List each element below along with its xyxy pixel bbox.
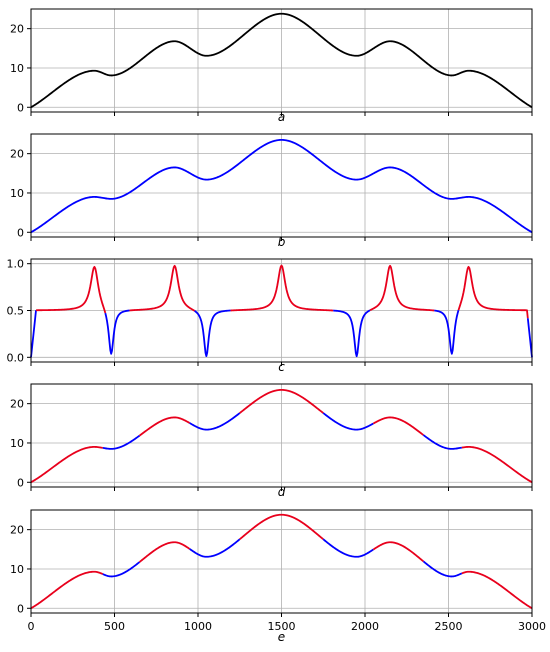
y-tick-label: 10 — [10, 62, 24, 75]
series-segment — [434, 309, 460, 355]
series-segment — [230, 264, 334, 312]
series-segment — [461, 446, 533, 484]
series-segment — [102, 561, 141, 578]
panel-e: 0 10 20 0 500 1000 1500 2000 2500 3000 e — [10, 509, 546, 644]
series-segment — [461, 570, 533, 610]
panel-b: 0 10 20 b — [10, 133, 533, 249]
panel-label: a — [278, 110, 285, 124]
series-segment — [189, 412, 241, 431]
panel-c: 0.0 0.5 1.0 c — [7, 258, 533, 374]
series-segment — [422, 560, 463, 578]
series-line — [30, 139, 533, 234]
x-tick-label: 500 — [104, 620, 125, 633]
y-tick-label: 0.5 — [7, 305, 25, 318]
series-segment — [129, 264, 196, 312]
y-tick-label: 0 — [17, 602, 24, 615]
series-segment — [322, 538, 374, 558]
series-segment — [30, 310, 37, 358]
panel-d: 0 10 20 d — [10, 383, 533, 499]
y-tick-label: 20 — [10, 23, 24, 36]
y-tick-label: 20 — [10, 524, 24, 537]
y-tick-label: 10 — [10, 187, 24, 200]
y-tick-label: 20 — [10, 148, 24, 161]
series-segment — [189, 538, 241, 558]
y-tick-label: 0 — [17, 101, 24, 114]
panel-label: c — [278, 360, 285, 374]
series-segment — [369, 264, 435, 312]
y-tick-label: 0.0 — [7, 351, 25, 364]
x-tick-label: 2000 — [351, 620, 379, 633]
series-segment — [526, 318, 533, 358]
series-segment — [372, 541, 425, 563]
series-segment — [30, 446, 103, 484]
x-tick-label: 1000 — [184, 620, 212, 633]
series-segment — [239, 513, 324, 540]
series-segment — [422, 434, 463, 450]
x-tick-label: 1500 — [268, 620, 296, 633]
series-segment — [333, 309, 371, 358]
x-tick-label: 2500 — [435, 620, 463, 633]
panel-a: 0 10 20 a — [10, 8, 533, 124]
y-tick-label: 10 — [10, 437, 24, 450]
x-tick-label: 3000 — [518, 620, 546, 633]
series-segment — [457, 265, 529, 319]
series-segment — [194, 309, 231, 358]
series-segment — [239, 389, 324, 414]
series-segment — [322, 412, 374, 431]
x-tick-label: 0 — [28, 620, 35, 633]
series-segment — [104, 309, 130, 355]
y-tick-label: 1.0 — [7, 258, 25, 271]
y-tick-label: 0 — [17, 476, 24, 489]
series-segment — [35, 265, 107, 314]
series-segment — [372, 416, 424, 436]
series-segment — [139, 416, 191, 437]
series-line — [30, 12, 533, 109]
series-segment — [30, 570, 104, 610]
y-tick-label: 20 — [10, 398, 24, 411]
panel-label: d — [278, 485, 286, 499]
panel-label: e — [278, 630, 285, 644]
y-tick-label: 10 — [10, 563, 24, 576]
y-tick-label: 0 — [17, 226, 24, 239]
panel-label: b — [278, 235, 286, 249]
series-segment — [102, 434, 141, 450]
series-segment — [138, 541, 191, 563]
